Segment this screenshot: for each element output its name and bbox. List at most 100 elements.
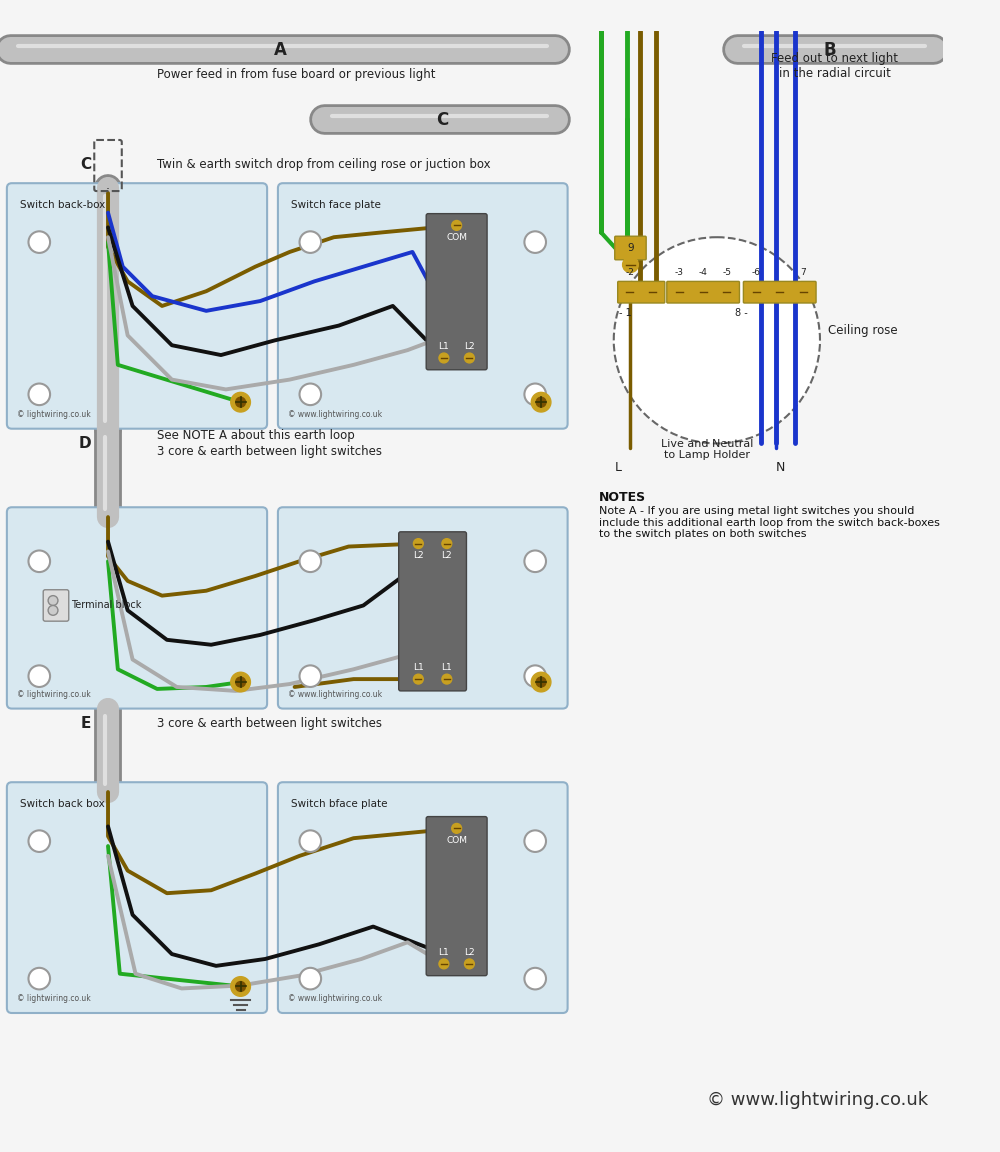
Text: COM: COM bbox=[446, 233, 467, 242]
Circle shape bbox=[536, 677, 546, 687]
FancyBboxPatch shape bbox=[7, 183, 267, 429]
Text: 3 core & earth between light switches: 3 core & earth between light switches bbox=[157, 717, 382, 730]
Circle shape bbox=[413, 539, 423, 548]
Circle shape bbox=[300, 968, 321, 990]
Text: E: E bbox=[81, 715, 91, 730]
Text: Live and Neutral
to Lamp Holder: Live and Neutral to Lamp Holder bbox=[661, 439, 753, 460]
Text: Switch back box: Switch back box bbox=[20, 799, 104, 809]
Circle shape bbox=[452, 824, 462, 833]
FancyBboxPatch shape bbox=[426, 817, 487, 976]
FancyBboxPatch shape bbox=[743, 281, 816, 303]
Circle shape bbox=[236, 677, 246, 687]
Text: -3: -3 bbox=[675, 268, 684, 278]
Text: L2: L2 bbox=[464, 948, 475, 956]
Text: Switch bface plate: Switch bface plate bbox=[291, 799, 387, 809]
Text: © lightwiring.co.uk: © lightwiring.co.uk bbox=[17, 690, 90, 699]
Circle shape bbox=[48, 596, 58, 606]
Text: © lightwiring.co.uk: © lightwiring.co.uk bbox=[17, 410, 90, 419]
FancyBboxPatch shape bbox=[618, 281, 665, 303]
Text: N: N bbox=[776, 461, 785, 475]
Text: Switch face plate: Switch face plate bbox=[291, 200, 381, 210]
Text: Power feed in from fuse board or previous light: Power feed in from fuse board or previou… bbox=[157, 68, 436, 81]
Text: Feed out to next light
in the radial circuit: Feed out to next light in the radial cir… bbox=[771, 52, 898, 81]
Circle shape bbox=[300, 232, 321, 253]
Circle shape bbox=[452, 220, 462, 230]
Circle shape bbox=[524, 831, 546, 852]
Text: Twin & earth switch drop from ceiling rose or juction box: Twin & earth switch drop from ceiling ro… bbox=[157, 158, 491, 170]
Text: L1: L1 bbox=[413, 662, 424, 672]
Text: © lightwiring.co.uk: © lightwiring.co.uk bbox=[17, 994, 90, 1003]
Text: Note A - If you are using metal light switches you should
include this additiona: Note A - If you are using metal light sw… bbox=[599, 506, 940, 539]
Text: 3 core & earth between light switches: 3 core & earth between light switches bbox=[157, 445, 382, 457]
FancyBboxPatch shape bbox=[278, 507, 568, 708]
Circle shape bbox=[439, 958, 449, 969]
Circle shape bbox=[624, 287, 636, 298]
Circle shape bbox=[524, 968, 546, 990]
Text: C: C bbox=[436, 112, 448, 129]
Circle shape bbox=[28, 384, 50, 406]
Text: See NOTE A about this earth loop: See NOTE A about this earth loop bbox=[157, 429, 355, 442]
Circle shape bbox=[48, 606, 58, 615]
Text: L2: L2 bbox=[464, 342, 475, 350]
Text: L2: L2 bbox=[442, 551, 452, 560]
Circle shape bbox=[300, 666, 321, 687]
Circle shape bbox=[231, 977, 250, 996]
Circle shape bbox=[623, 257, 638, 273]
Text: COM: COM bbox=[446, 835, 467, 844]
Circle shape bbox=[300, 384, 321, 406]
Circle shape bbox=[524, 384, 546, 406]
Circle shape bbox=[413, 674, 423, 684]
Circle shape bbox=[721, 287, 733, 298]
Circle shape bbox=[531, 673, 551, 692]
Text: Ceiling rose: Ceiling rose bbox=[828, 324, 897, 338]
FancyBboxPatch shape bbox=[43, 590, 69, 621]
Circle shape bbox=[697, 287, 709, 298]
Text: -2: -2 bbox=[626, 268, 634, 278]
FancyBboxPatch shape bbox=[615, 236, 646, 260]
Circle shape bbox=[442, 674, 452, 684]
Circle shape bbox=[614, 237, 820, 444]
Text: C: C bbox=[80, 157, 91, 172]
Text: L2: L2 bbox=[413, 551, 424, 560]
Circle shape bbox=[524, 551, 546, 573]
Circle shape bbox=[674, 287, 685, 298]
Circle shape bbox=[464, 353, 474, 363]
Circle shape bbox=[531, 393, 551, 412]
FancyBboxPatch shape bbox=[7, 782, 267, 1013]
Circle shape bbox=[536, 397, 546, 407]
FancyBboxPatch shape bbox=[278, 183, 568, 429]
Circle shape bbox=[300, 831, 321, 852]
Text: © www.lightwiring.co.uk: © www.lightwiring.co.uk bbox=[288, 410, 382, 419]
Text: -5: -5 bbox=[722, 268, 731, 278]
Circle shape bbox=[231, 673, 250, 692]
Circle shape bbox=[28, 232, 50, 253]
Circle shape bbox=[439, 353, 449, 363]
Circle shape bbox=[236, 982, 246, 992]
Circle shape bbox=[750, 287, 762, 298]
Circle shape bbox=[647, 287, 658, 298]
Text: © www.lightwiring.co.uk: © www.lightwiring.co.uk bbox=[288, 994, 382, 1003]
Text: -4: -4 bbox=[699, 268, 708, 278]
Circle shape bbox=[28, 831, 50, 852]
Circle shape bbox=[231, 393, 250, 412]
FancyBboxPatch shape bbox=[426, 213, 487, 370]
Text: L: L bbox=[615, 461, 622, 475]
Text: 7: 7 bbox=[800, 268, 806, 278]
Circle shape bbox=[28, 968, 50, 990]
FancyBboxPatch shape bbox=[278, 782, 568, 1013]
Circle shape bbox=[236, 397, 246, 407]
Circle shape bbox=[524, 232, 546, 253]
Text: 9: 9 bbox=[627, 243, 634, 253]
Circle shape bbox=[524, 666, 546, 687]
Circle shape bbox=[442, 539, 452, 548]
FancyBboxPatch shape bbox=[399, 532, 466, 691]
FancyBboxPatch shape bbox=[667, 281, 739, 303]
Circle shape bbox=[797, 287, 809, 298]
Text: B: B bbox=[823, 40, 836, 59]
Text: L1: L1 bbox=[438, 342, 449, 350]
Text: - 1: - 1 bbox=[619, 308, 631, 318]
Text: Switch back-box: Switch back-box bbox=[20, 200, 105, 210]
FancyBboxPatch shape bbox=[7, 507, 267, 708]
Text: 8 -: 8 - bbox=[735, 308, 747, 318]
Text: © www.lightwiring.co.uk: © www.lightwiring.co.uk bbox=[707, 1091, 928, 1109]
